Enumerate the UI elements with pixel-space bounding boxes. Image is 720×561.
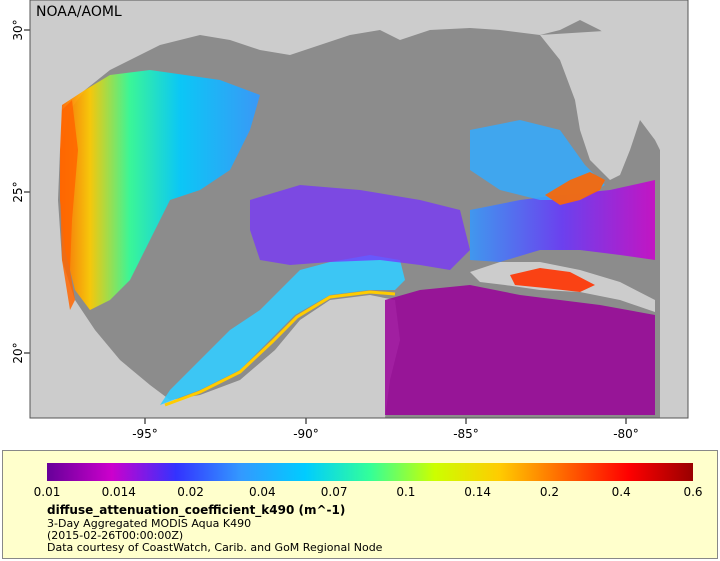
land-florida	[540, 30, 660, 180]
colorbar-tick-label: 0.07	[320, 485, 348, 499]
colorbar-tick-label: 0.14	[464, 485, 492, 499]
colorbar-tick-label: 0.2	[539, 485, 559, 499]
lon-tick-label: -85°	[453, 427, 479, 441]
colorbar-tick-label: 0.02	[177, 485, 204, 499]
dataset-credit: Data courtesy of CoastWatch, Carib. and …	[47, 541, 383, 554]
colorbar-tick-label: 0.014	[101, 485, 136, 499]
dataset-title: 3-Day Aggregated MODIS Aqua K490	[47, 517, 252, 530]
k490-texas-coast	[60, 100, 78, 310]
legend-panel: diffuse_attenuation_coefficient_k490 (m^…	[2, 450, 718, 559]
map-panel: -95° -90° -85° -80° 30° 25° 20° NOAA/AOM…	[11, 0, 689, 441]
land-east	[660, 150, 688, 418]
k490-central	[250, 185, 470, 270]
colorbar	[47, 463, 693, 481]
lat-tick-label: 30°	[11, 19, 25, 40]
colorbar-tick-label: 0.01	[33, 485, 61, 499]
dataset-time: (2015-02-26T00:00:00Z)	[47, 529, 184, 542]
k490-florida-coast	[545, 172, 605, 205]
map-frame	[29, 0, 689, 419]
k490-west-shelf	[60, 70, 260, 310]
axis-ticks	[24, 29, 627, 424]
lon-tick-label: -90°	[293, 427, 319, 441]
colorbar-tick-label: 0.04	[248, 485, 276, 499]
colorbar-tick-label: 0.4	[611, 485, 631, 499]
map-canvas: -95° -90° -85° -80° 30° 25° 20°	[11, 0, 689, 441]
lon-tick-label: -80°	[613, 427, 639, 441]
land-us-coast	[30, 0, 688, 150]
lon-tick-label: -95°	[132, 427, 158, 441]
k490-campeche-ring	[164, 290, 396, 407]
lat-tick-label: 20°	[11, 342, 25, 363]
colorbar-tick-label: 0.6	[683, 485, 703, 499]
k490-straits	[470, 180, 655, 262]
k490-cuba-coast	[510, 268, 595, 292]
land-mexico	[30, 150, 400, 418]
variable-name: diffuse_attenuation_coefficient_k490 (m^…	[47, 503, 346, 517]
lat-tick-label: 25°	[11, 181, 25, 202]
k490-mexico-shelf	[160, 255, 405, 405]
k490-caribbean	[385, 285, 655, 415]
colorbar-tick-label: 0.1	[396, 485, 416, 499]
credit-label: NOAA/AOML	[36, 4, 122, 20]
